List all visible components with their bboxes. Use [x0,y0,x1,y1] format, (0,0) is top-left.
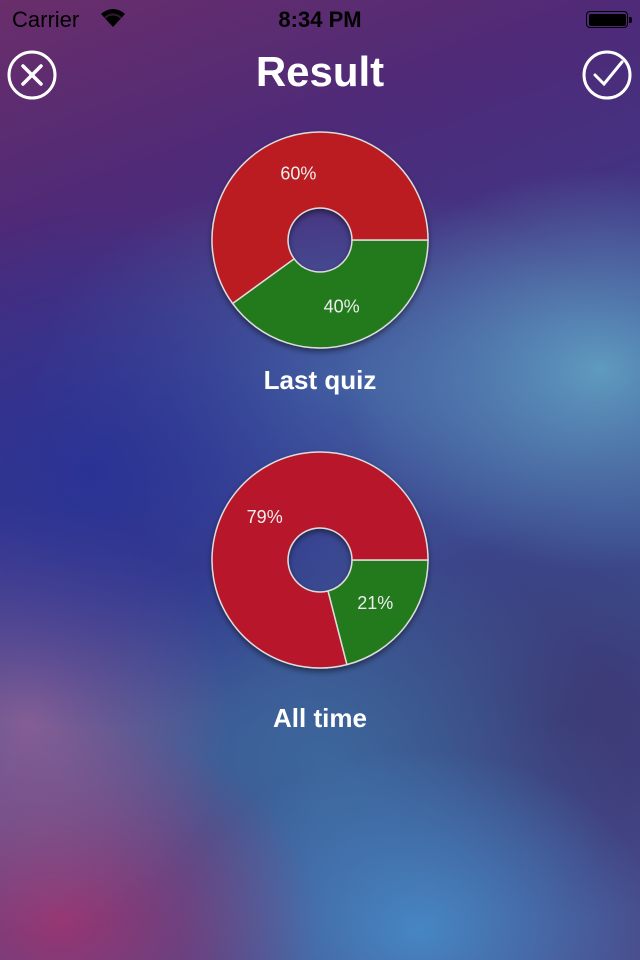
slice-correct [327,559,429,666]
slice-correct [231,239,429,349]
data-label-correct: 21% [357,593,393,613]
last-quiz-label: Last quiz [263,365,377,395]
checkmark-circle-icon [582,50,632,100]
data-label-correct: 40% [324,297,360,317]
page-title: Result [255,48,385,95]
battery-icon [586,11,632,28]
slice-incorrect [211,451,429,669]
data-label-incorrect: 79% [247,507,283,527]
data-label-incorrect: 60% [280,163,316,183]
wifi-icon [101,9,125,27]
last-quiz-donut-chart: 40% 60% [211,131,429,349]
status-bar: Carrier 8:34 PM [0,0,640,40]
confirm-button[interactable] [582,50,632,100]
slice-incorrect [211,131,429,305]
all-time-label: All time [273,703,367,733]
close-circle-icon [7,50,57,100]
all-time-donut-chart: 21% 79% [211,451,429,669]
close-button[interactable] [7,50,57,100]
clock: 8:34 PM [278,7,362,32]
carrier-label: Carrier [12,7,80,32]
